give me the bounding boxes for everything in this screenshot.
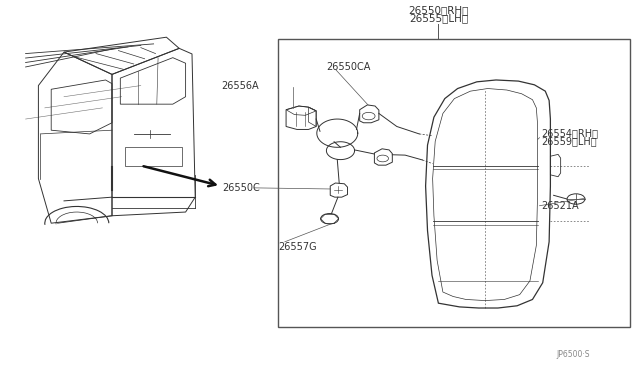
Text: 26555〈LH〉: 26555〈LH〉 [409, 13, 468, 23]
Text: JP6500·S: JP6500·S [557, 350, 590, 359]
Bar [278, 39, 630, 327]
Text: 26550〈RH〉: 26550〈RH〉 [408, 5, 468, 15]
Bar [125, 147, 182, 166]
Text: 26557G: 26557G [278, 243, 317, 252]
Text: 26559〈LH〉: 26559〈LH〉 [541, 137, 596, 146]
Text: 26550C: 26550C [222, 183, 260, 193]
Text: 26554〈RH〉: 26554〈RH〉 [541, 128, 598, 138]
Text: 26556A: 26556A [221, 81, 259, 90]
Text: 26550CA: 26550CA [326, 62, 371, 72]
Text: 26521A: 26521A [541, 202, 579, 211]
